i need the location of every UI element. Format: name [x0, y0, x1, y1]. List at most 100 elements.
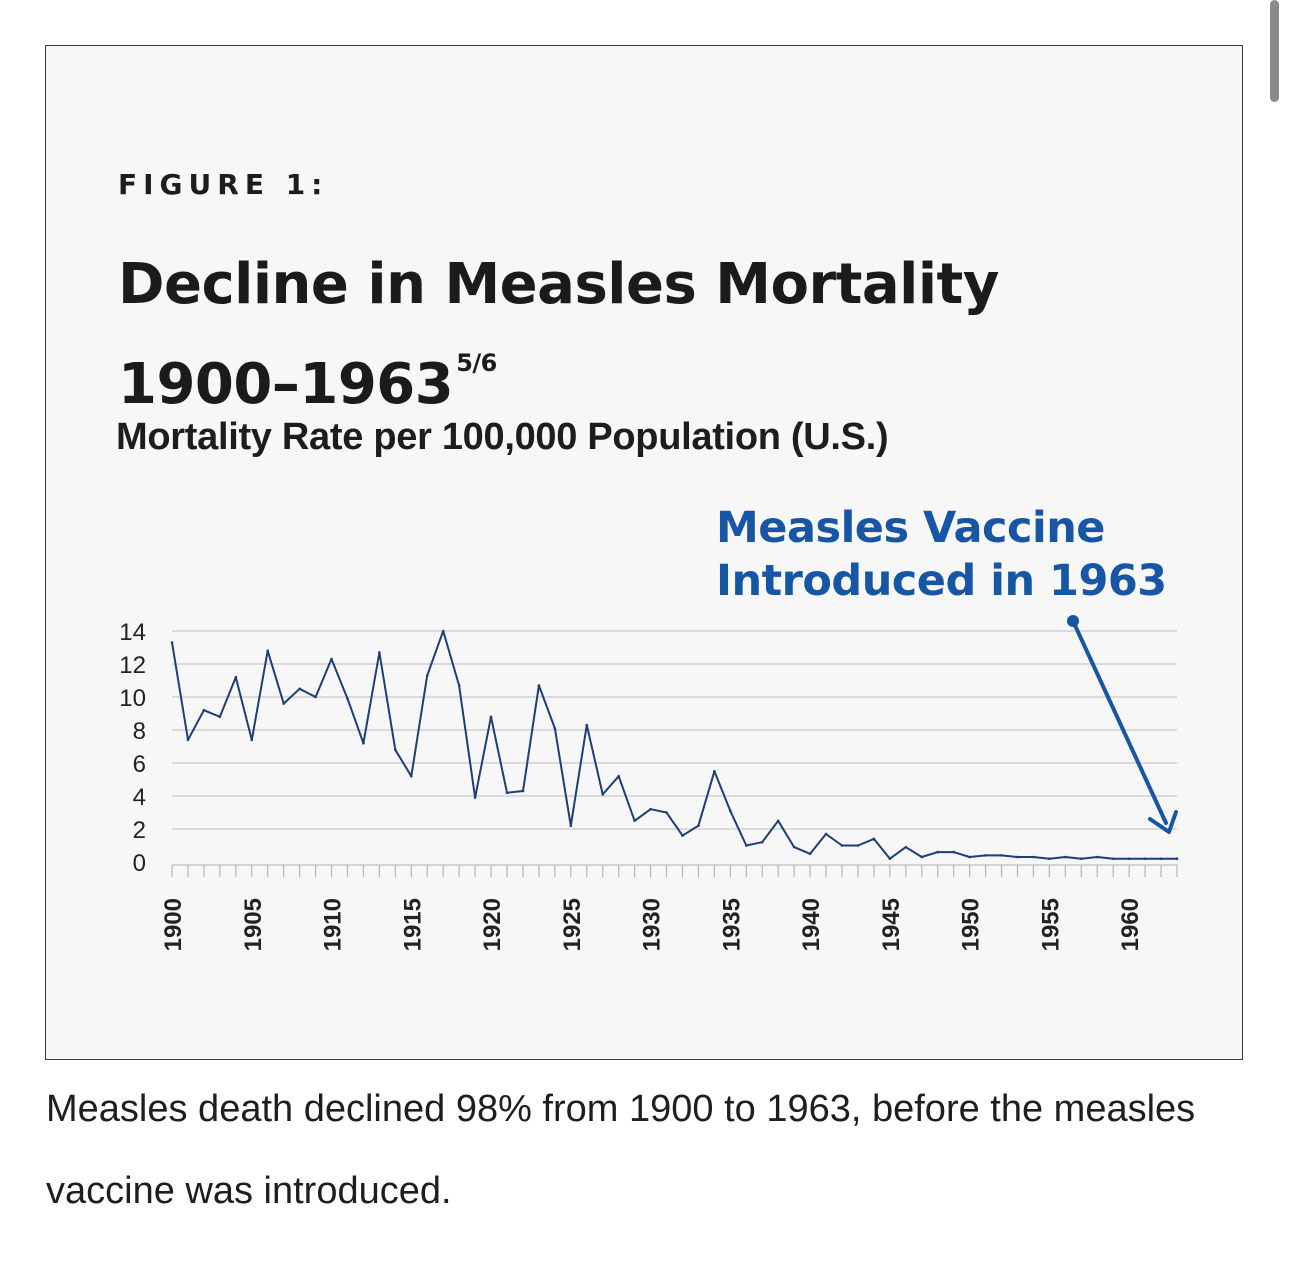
data-point [250, 738, 254, 742]
x-tick-label: 1930 [639, 898, 666, 951]
y-tick-label: 6 [133, 751, 146, 778]
data-point [840, 844, 844, 847]
y-tick-label: 2 [133, 817, 146, 844]
x-tick-label: 1905 [240, 898, 267, 951]
data-point [1079, 857, 1083, 860]
data-point [744, 844, 748, 847]
x-tick-label: 1915 [399, 898, 426, 951]
data-point [856, 844, 860, 847]
x-tick-label: 1910 [320, 898, 347, 951]
data-point [952, 850, 955, 854]
data-point [888, 857, 892, 860]
data-point [1175, 857, 1179, 860]
data-point [314, 695, 317, 699]
data-point [553, 727, 557, 730]
x-tick-label: 1900 [160, 898, 187, 951]
data-point [601, 793, 605, 796]
x-tick-label: 1955 [1037, 898, 1064, 951]
data-point [394, 748, 397, 752]
arrow-shaft [1071, 619, 1168, 825]
data-point [186, 738, 190, 742]
data-point [1159, 857, 1163, 860]
data-point [984, 854, 987, 857]
data-point [713, 769, 716, 773]
x-tick-label: 1920 [479, 898, 506, 951]
data-point [792, 845, 796, 849]
x-tick-label: 1960 [1117, 898, 1144, 951]
data-point [282, 702, 285, 705]
x-tick-label: 1950 [958, 898, 985, 951]
data-point [346, 697, 349, 700]
data-point [457, 684, 461, 687]
data-point [729, 809, 732, 813]
annotation-line2: Introduced in 1963 [716, 556, 1167, 606]
data-point [633, 819, 636, 823]
y-tick-label: 10 [119, 685, 146, 712]
data-point [505, 791, 509, 794]
data-point [1143, 857, 1147, 860]
data-point [872, 837, 876, 841]
data-point [904, 845, 908, 849]
arrow-head [1148, 810, 1178, 834]
data-point [378, 651, 381, 654]
data-point [425, 674, 429, 677]
x-axis-ticks: 1900 1905 1910 1915 1920 1925 1930 1935 1940 1945… [160, 865, 1178, 951]
data-point [776, 819, 780, 823]
data-point [1016, 855, 1019, 859]
x-tick-label: 1945 [878, 898, 905, 951]
data-point [409, 774, 413, 778]
chart-title: Decline in Measles Mortality 1900–1963 5/… [118, 246, 1118, 424]
data-point [569, 824, 573, 827]
data-point [170, 641, 174, 644]
mortality-line [171, 630, 1177, 860]
data-point [489, 715, 493, 719]
chart-title-line2: 1900–1963 5/6 [118, 324, 1118, 424]
data-point [441, 629, 445, 633]
data-point [1095, 855, 1099, 859]
data-point [202, 708, 206, 712]
data-point [266, 649, 270, 653]
data-point [681, 834, 684, 837]
scrollbar[interactable] [1270, 0, 1279, 102]
grid-layer [172, 630, 1177, 866]
data-point [330, 657, 333, 661]
y-axis-ticks: 0 2 4 6 8 10 12 14 [119, 619, 146, 877]
chart-title-years: 1900–1963 [118, 352, 454, 417]
vaccine-annotation: Measles Vaccine Introduced in 1963 [716, 502, 1236, 608]
data-point [936, 850, 940, 854]
y-tick-label: 4 [133, 784, 146, 811]
data-point [521, 789, 525, 793]
data-point [1000, 854, 1003, 857]
figure-label: FIGURE 1: [118, 168, 329, 201]
caption: Measles death declined 98% from 1900 to … [46, 1088, 1196, 1212]
data-point [473, 796, 477, 799]
data-point [824, 832, 828, 836]
data-point [697, 824, 700, 827]
x-tick-label: 1925 [559, 898, 586, 951]
data-point [617, 774, 620, 778]
series-layer [170, 629, 1179, 860]
annotation-line1: Measles Vaccine [716, 503, 1105, 553]
data-point [1111, 857, 1115, 860]
data-point [585, 723, 589, 727]
chart-subtitle: Mortality Rate per 100,000 Population (U… [116, 416, 889, 458]
figure-card: FIGURE 1: Decline in Measles Mortality 1… [45, 45, 1243, 1060]
mortality-chart: 0 2 4 6 8 10 12 14 1900 1905 1910 1915 1920 1925 1930… [119, 615, 1179, 951]
data-point [1127, 857, 1131, 860]
data-point [808, 852, 812, 856]
annotation-arrow-layer [1067, 615, 1178, 834]
data-point [1048, 857, 1051, 860]
x-tick-label: 1935 [718, 898, 745, 951]
data-point [218, 715, 222, 719]
data-point [234, 675, 238, 679]
data-point [1032, 855, 1035, 859]
data-point [537, 684, 541, 687]
y-tick-label: 8 [133, 718, 146, 745]
data-point [362, 741, 365, 745]
data-point [298, 687, 301, 691]
data-point [968, 855, 971, 859]
chart-title-line1: Decline in Measles Mortality [118, 252, 999, 317]
x-tick-label: 1940 [798, 898, 825, 951]
data-point [665, 811, 668, 814]
y-tick-label: 14 [119, 619, 146, 646]
